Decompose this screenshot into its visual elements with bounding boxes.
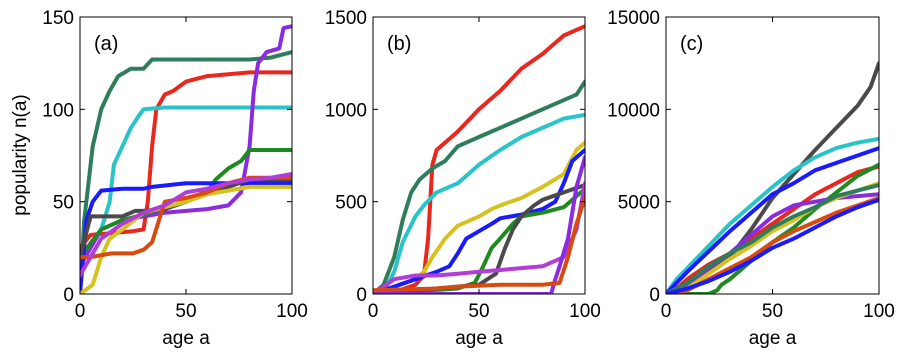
axes-box [665, 16, 880, 295]
panel-label: (a) [94, 33, 118, 55]
series-line-1 [80, 50, 292, 294]
series-line-8 [373, 181, 585, 294]
series-line-1 [373, 24, 585, 294]
panel-label: (b) [387, 33, 411, 55]
x-tick-label: 100 [863, 301, 895, 322]
series-line-2 [80, 70, 292, 250]
x-axis-label: age a [749, 328, 797, 349]
y-tick-label: 10000 [607, 100, 660, 121]
y-tick-label: 0 [649, 285, 660, 306]
x-axis-label: age a [455, 328, 503, 349]
series-group [80, 24, 292, 294]
axes-box [372, 16, 586, 295]
series-line-3 [666, 146, 879, 294]
x-tick-label: 0 [75, 301, 86, 322]
x-tick-label: 50 [175, 301, 196, 322]
y-tick-label: 100 [42, 100, 74, 121]
series-group [666, 61, 879, 294]
y-tick-label: 1000 [325, 100, 367, 121]
series-line-9 [373, 155, 585, 294]
chart-panel-c: 0 50 100 0 5000 10000 15000 age a (c) [607, 8, 895, 349]
x-tick-label: 100 [276, 301, 308, 322]
y-tick-label: 50 [53, 193, 74, 214]
x-axis-label: age a [162, 328, 210, 349]
x-tick-label: 50 [468, 301, 489, 322]
x-tick-label: 100 [569, 301, 601, 322]
x-tick-label: 50 [762, 301, 783, 322]
x-tick-label: 0 [661, 301, 672, 322]
y-tick-label: 500 [335, 193, 367, 214]
series-line-3 [373, 112, 585, 294]
panel-label: (c) [680, 33, 703, 55]
y-tick-label: 150 [42, 8, 74, 29]
series-line-2 [373, 79, 585, 294]
y-tick-label: 5000 [618, 193, 660, 214]
series-line-10 [80, 172, 292, 278]
y-tick-label: 15000 [607, 8, 660, 29]
series-line-7 [373, 183, 585, 294]
series-line-2 [666, 136, 879, 294]
series-group [373, 24, 585, 294]
x-tick-label: 0 [368, 301, 379, 322]
series-line-4 [666, 164, 879, 294]
y-tick-label: 0 [63, 285, 74, 306]
series-line-4 [373, 140, 585, 294]
series-line-10 [373, 196, 585, 293]
series-line-5 [373, 148, 585, 294]
y-tick-label: 1500 [325, 8, 367, 29]
series-line-8 [80, 184, 292, 294]
chart-panel-a: 0 50 100 0 50 100 150 age a (a) [42, 8, 308, 349]
y-tick-label: 0 [356, 285, 367, 306]
y-axis-label: popularity n(a) [10, 94, 31, 215]
series-line-10 [666, 197, 879, 294]
series-line-8 [666, 183, 879, 294]
